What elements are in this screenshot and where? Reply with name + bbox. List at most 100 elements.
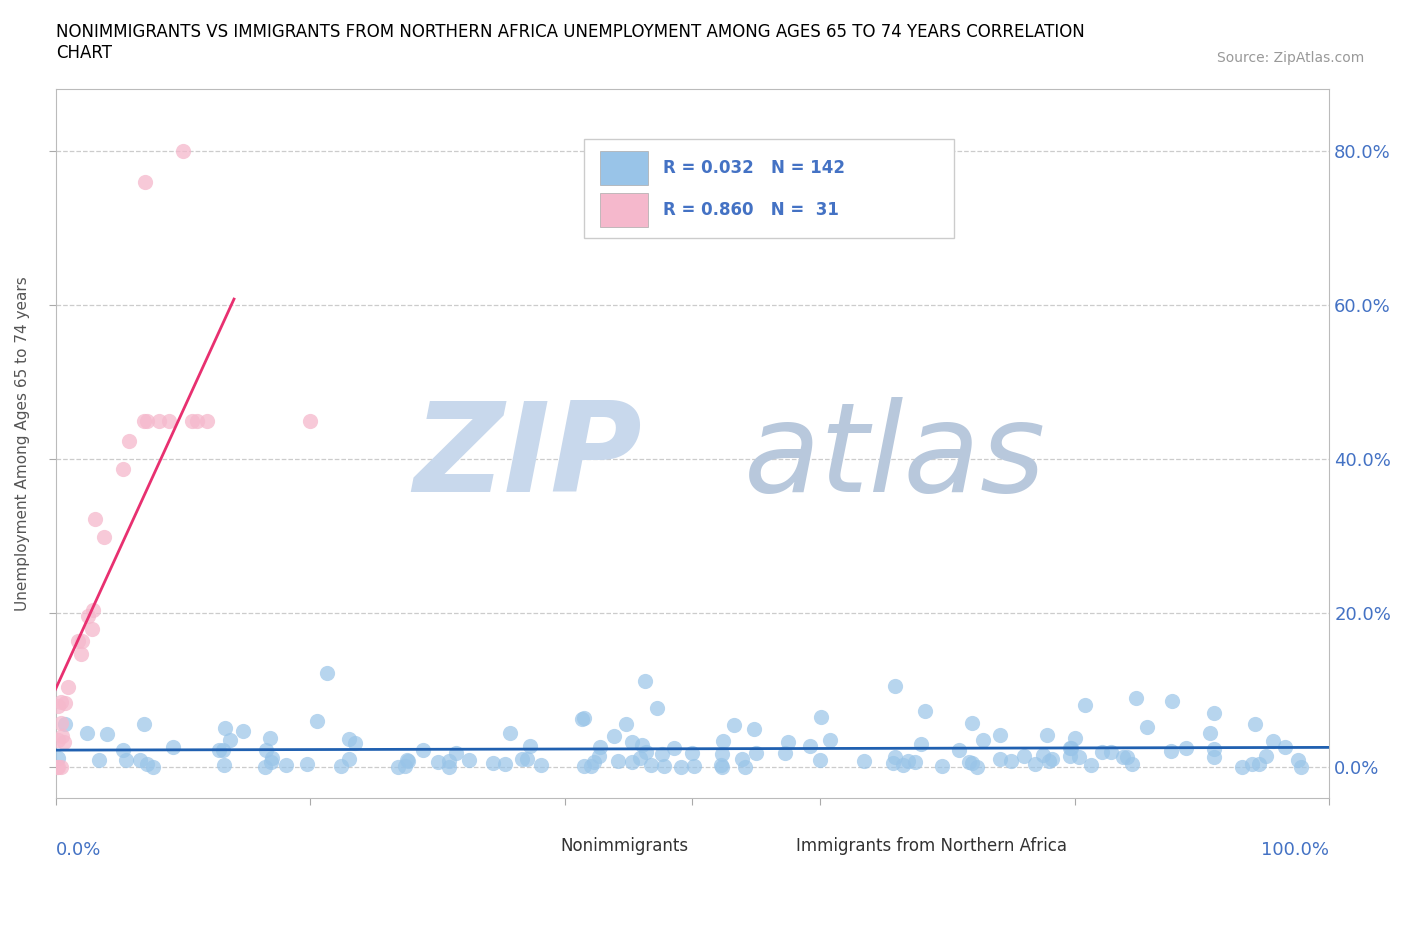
Point xyxy=(172,143,194,158)
Point xyxy=(1038,753,1060,768)
Point xyxy=(46,751,69,765)
Point xyxy=(274,758,297,773)
Point xyxy=(180,413,202,428)
Point xyxy=(437,753,460,768)
Point xyxy=(112,742,135,757)
Point xyxy=(603,728,626,743)
Point xyxy=(1174,741,1197,756)
Text: Immigrants from Northern Africa: Immigrants from Northern Africa xyxy=(796,837,1067,856)
Point xyxy=(1254,748,1277,763)
Point xyxy=(396,753,419,768)
Text: 0.0%: 0.0% xyxy=(56,841,101,858)
Text: R = 0.860   N =  31: R = 0.860 N = 31 xyxy=(664,201,839,219)
Point xyxy=(1161,694,1184,709)
Point xyxy=(260,754,283,769)
Point xyxy=(457,753,479,768)
Point xyxy=(53,696,76,711)
Text: ZIP: ZIP xyxy=(413,397,641,519)
Point xyxy=(589,740,612,755)
Point xyxy=(87,752,110,767)
Point xyxy=(1240,757,1263,772)
Point xyxy=(387,760,409,775)
Point xyxy=(1112,750,1135,764)
Point xyxy=(344,736,367,751)
Point xyxy=(186,413,208,428)
Point xyxy=(299,413,322,428)
Point xyxy=(53,716,76,731)
Point xyxy=(427,754,450,769)
Point xyxy=(494,757,516,772)
Point xyxy=(128,752,150,767)
Point xyxy=(652,759,675,774)
Point xyxy=(818,733,841,748)
Point xyxy=(910,737,932,751)
Point xyxy=(723,718,745,733)
FancyBboxPatch shape xyxy=(599,193,648,227)
Point xyxy=(957,754,980,769)
Point xyxy=(214,758,236,773)
Point xyxy=(1064,730,1087,745)
Point xyxy=(394,759,416,774)
Point xyxy=(259,731,281,746)
Point xyxy=(1036,727,1059,742)
Point xyxy=(69,646,91,661)
Point xyxy=(1286,752,1309,767)
Point xyxy=(948,742,970,757)
Point xyxy=(1160,743,1182,758)
Point xyxy=(111,461,134,476)
Point xyxy=(897,753,920,768)
Point xyxy=(742,722,765,737)
Point xyxy=(1121,756,1143,771)
Point xyxy=(571,711,593,726)
Point xyxy=(773,745,796,760)
Point xyxy=(330,759,353,774)
Point xyxy=(1032,748,1054,763)
Point xyxy=(620,754,643,769)
Point xyxy=(745,746,768,761)
Point xyxy=(437,759,460,774)
Point xyxy=(96,726,118,741)
Point xyxy=(297,757,319,772)
Point xyxy=(1202,750,1225,764)
Point xyxy=(157,413,180,428)
Point xyxy=(883,750,905,764)
Point xyxy=(1000,754,1022,769)
Point xyxy=(118,433,141,448)
Point xyxy=(214,720,236,735)
Point xyxy=(628,751,651,765)
Point xyxy=(582,755,605,770)
Point xyxy=(148,413,170,428)
Point xyxy=(664,740,686,755)
Point xyxy=(412,743,434,758)
Point xyxy=(960,755,983,770)
Point xyxy=(1289,760,1312,775)
Point xyxy=(734,759,756,774)
Point xyxy=(1230,760,1253,775)
Point xyxy=(256,742,278,757)
FancyBboxPatch shape xyxy=(599,151,648,185)
Point xyxy=(56,679,79,694)
Point xyxy=(1202,742,1225,757)
Point xyxy=(681,746,703,761)
Point xyxy=(621,735,644,750)
Point xyxy=(482,756,505,771)
Point xyxy=(80,621,103,636)
Point xyxy=(1073,698,1095,712)
Point xyxy=(891,757,914,772)
Point xyxy=(136,757,159,772)
Point xyxy=(852,753,875,768)
Point xyxy=(1059,741,1081,756)
FancyBboxPatch shape xyxy=(749,832,786,860)
Point xyxy=(444,746,467,761)
Point xyxy=(988,751,1011,766)
Point xyxy=(132,413,155,428)
Point xyxy=(1136,720,1159,735)
Point xyxy=(1244,717,1267,732)
Point xyxy=(77,608,100,623)
Text: Nonimmigrants: Nonimmigrants xyxy=(560,837,688,856)
Point xyxy=(76,725,98,740)
Point xyxy=(396,752,419,767)
Point xyxy=(46,733,69,748)
Point xyxy=(776,735,799,750)
Point xyxy=(683,759,706,774)
